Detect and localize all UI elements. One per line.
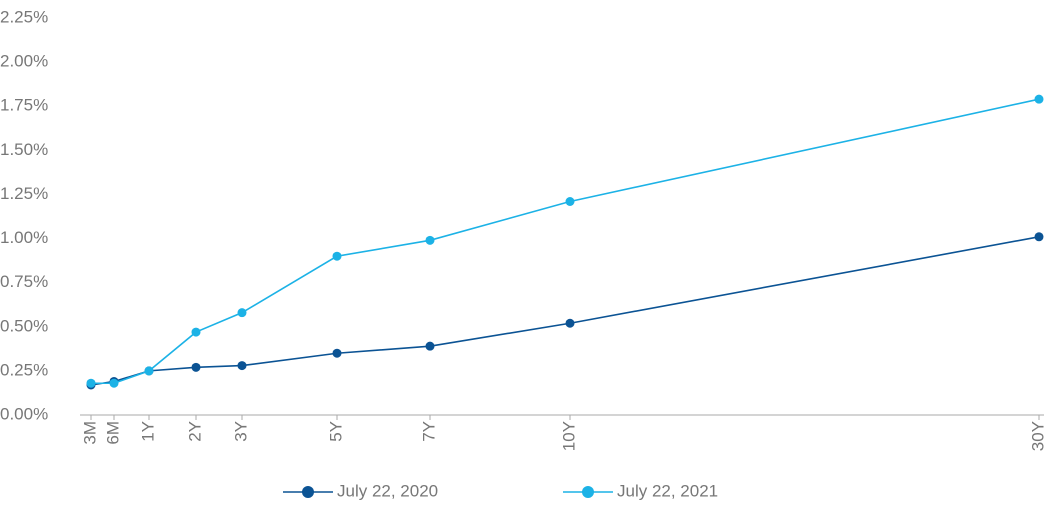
data-point	[86, 378, 96, 388]
series-line	[91, 98, 1040, 385]
data-point	[191, 327, 201, 337]
y-tick-label: 1.50%	[0, 140, 48, 159]
series-line	[90, 236, 1040, 386]
x-tick-label: 5Y	[326, 421, 345, 442]
x-tick-label: 1Y	[138, 421, 157, 442]
y-tick-label: 0.75%	[0, 272, 48, 291]
y-tick-label: 0.50%	[0, 316, 48, 335]
data-point	[332, 251, 342, 261]
legend-marker	[582, 486, 594, 498]
data-point	[425, 341, 435, 351]
x-tick-label: 10Y	[559, 421, 578, 451]
y-tick-label: 0.00%	[0, 404, 48, 423]
data-point	[425, 235, 435, 245]
x-tick-label: 3Y	[231, 421, 250, 442]
x-tick-label: 2Y	[185, 421, 204, 442]
data-point	[191, 362, 201, 372]
data-point	[332, 348, 342, 358]
y-tick-label: 2.25%	[0, 7, 48, 26]
data-point	[1034, 94, 1044, 104]
legend-label: July 22, 2020	[337, 481, 438, 500]
data-point	[565, 318, 575, 328]
data-point	[144, 366, 154, 376]
data-point	[109, 378, 119, 388]
x-tick-label: 6M	[103, 421, 122, 445]
legend-marker	[302, 486, 314, 498]
x-tick-label: 7Y	[419, 421, 438, 442]
y-tick-label: 0.25%	[0, 360, 48, 379]
y-tick-label: 1.75%	[0, 96, 48, 115]
legend-label: July 22, 2021	[617, 481, 718, 500]
data-point	[237, 361, 247, 371]
x-tick-label: 30Y	[1028, 421, 1047, 451]
x-tick-label: 3M	[80, 421, 99, 445]
data-point	[1034, 232, 1044, 242]
data-point	[565, 197, 575, 207]
data-point	[237, 308, 247, 318]
y-tick-label: 1.00%	[0, 228, 48, 247]
y-tick-label: 1.25%	[0, 184, 48, 203]
y-tick-label: 2.00%	[0, 52, 48, 71]
